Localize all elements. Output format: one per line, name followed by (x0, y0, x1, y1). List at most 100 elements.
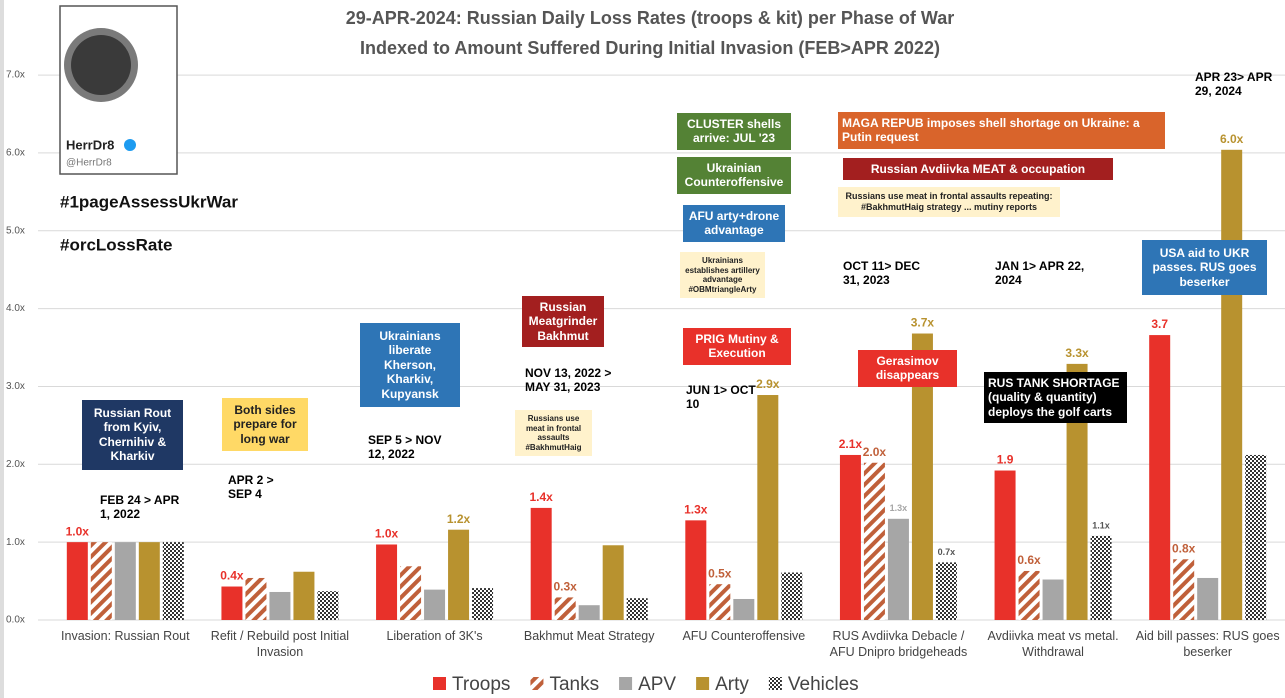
bar (1221, 150, 1242, 620)
bar (269, 592, 290, 620)
legend-label: APV (638, 674, 676, 695)
value-label: 1.3x (890, 503, 908, 513)
bar (709, 584, 730, 620)
value-label: 1.4x (530, 490, 554, 504)
bar (733, 599, 754, 620)
bar (781, 573, 802, 620)
value-label: 1.9 (997, 453, 1014, 467)
value-label: 0.6x (1017, 553, 1041, 567)
annotation-box: MAGA REPUB imposes shell shortage on Ukr… (838, 112, 1165, 149)
verified-badge (124, 139, 136, 151)
annotation-box: PRIG Mutiny & Execution (683, 328, 791, 365)
bar (448, 530, 469, 620)
bar (317, 591, 338, 620)
value-label: 1.2x (447, 512, 471, 526)
chart-subtitle: Indexed to Amount Suffered During Initia… (360, 38, 940, 58)
annotation-text: JAN 1> APR 22, 2024 (995, 259, 1085, 288)
value-label: 0.5x (708, 566, 732, 580)
legend-swatch (530, 677, 543, 690)
bar (472, 588, 493, 620)
y-tick-label: 3.0x (6, 381, 25, 392)
value-label: 3.3x (1065, 346, 1089, 360)
bar (115, 542, 136, 620)
bar (555, 597, 576, 620)
profile-card: HerrDr8 @HerrDr8 (60, 6, 177, 174)
annotation-box: RUS TANK SHORTAGE (quality & quantity) d… (984, 372, 1127, 423)
chart: 29-APR-2024: Russian Daily Loss Rates (t… (0, 0, 1285, 698)
bar (245, 578, 266, 620)
annotation-box: Ukrainians liberate Kherson, Kharkiv, Ku… (360, 323, 460, 407)
value-label: 0.3x (554, 580, 578, 594)
bar (840, 455, 861, 620)
legend-label: Vehicles (788, 674, 859, 695)
annotation-text: SEP 5 > NOV 12, 2022 (368, 433, 458, 462)
annotation-box: Russian Avdiivka MEAT & occupation (843, 158, 1113, 180)
legend-swatch (433, 677, 446, 690)
annotation-box: Ukrainians establishes artillery advanta… (680, 252, 765, 298)
legend-swatch (619, 677, 632, 690)
legend-swatch (696, 677, 709, 690)
hashtag: #1pageAssessUkrWar (60, 192, 238, 211)
value-label: 1.3x (684, 503, 708, 517)
bar (400, 566, 421, 620)
bar (67, 542, 88, 620)
bar (1091, 536, 1112, 620)
bar (1019, 571, 1040, 620)
annotation-box: Both sides prepare for long war (222, 398, 308, 451)
x-tick-label: AFU Counteroffensive (672, 628, 816, 644)
bar (1197, 578, 1218, 620)
bar (293, 572, 314, 620)
annotation-box: Russian Rout from Kyiv, Chernihiv & Khar… (82, 400, 183, 470)
value-label: 3.7x (911, 316, 935, 330)
bar (685, 520, 706, 620)
value-label: 0.4x (220, 569, 244, 583)
legend-swatch (769, 677, 782, 690)
x-tick-label: Liberation of 3K's (363, 628, 507, 644)
hashtag: #orcLossRate (60, 235, 172, 254)
x-tick-label: Aid bill passes: RUS goes beserker (1136, 628, 1280, 661)
y-tick-label: 6.0x (6, 148, 25, 159)
bar (1149, 335, 1170, 620)
legend-label: Arty (715, 674, 749, 695)
annotation-text: FEB 24 > APR 1, 2022 (100, 493, 190, 522)
annotation-text: NOV 13, 2022 > MAY 31, 2023 (525, 366, 625, 395)
x-tick-label: Invasion: Russian Rout (53, 628, 197, 644)
bar (1173, 559, 1194, 620)
x-tick-label: Bakhmut Meat Strategy (517, 628, 661, 644)
y-tick-label: 1.0x (6, 537, 25, 548)
bar (995, 471, 1016, 620)
annotation-box: AFU arty+drone advantage (683, 205, 785, 242)
bar (1245, 455, 1266, 620)
annotation-box: Ukrainian Counteroffensive (677, 157, 791, 194)
legend-label: Tanks (549, 674, 599, 695)
y-tick-label: 4.0x (6, 303, 25, 314)
bar (757, 395, 778, 620)
value-label: 1.1x (1092, 520, 1110, 530)
bar (376, 544, 397, 620)
y-tick-label: 0.0x (6, 615, 25, 626)
bar (627, 598, 648, 620)
value-label: 2.9x (756, 377, 780, 391)
value-label: 2.0x (863, 445, 887, 459)
value-label: 1.0x (66, 524, 90, 538)
x-tick-label: Avdiivka meat vs metal. Withdrawal (981, 628, 1125, 661)
annotation-box: USA aid to UKR passes. RUS goes beserker (1142, 240, 1267, 295)
y-tick-label: 5.0x (6, 225, 25, 236)
bar (579, 605, 600, 620)
value-label: 1.0x (375, 527, 399, 541)
annotation-box: CLUSTER shells arrive: JUL '23 (677, 113, 791, 150)
value-label: 0.8x (1172, 541, 1196, 555)
annotation-box: Russian Meatgrinder Bakhmut (522, 296, 604, 347)
annotation-text: APR 23> APR 29, 2024 (1195, 70, 1285, 99)
bar (864, 463, 885, 620)
value-label: 3.7 (1151, 317, 1168, 331)
bar (936, 562, 957, 620)
bar (424, 590, 445, 620)
y-tick-label: 7.0x (6, 70, 25, 81)
page: 29-APR-2024: Russian Daily Loss Rates (t… (0, 0, 1285, 698)
annotation-box: Russians use meat in frontal assaults #B… (515, 410, 592, 456)
value-label: 2.1x (839, 437, 863, 451)
annotation-box: Russians use meat in frontal assaults re… (838, 187, 1060, 217)
y-tick-label: 2.0x (6, 459, 25, 470)
